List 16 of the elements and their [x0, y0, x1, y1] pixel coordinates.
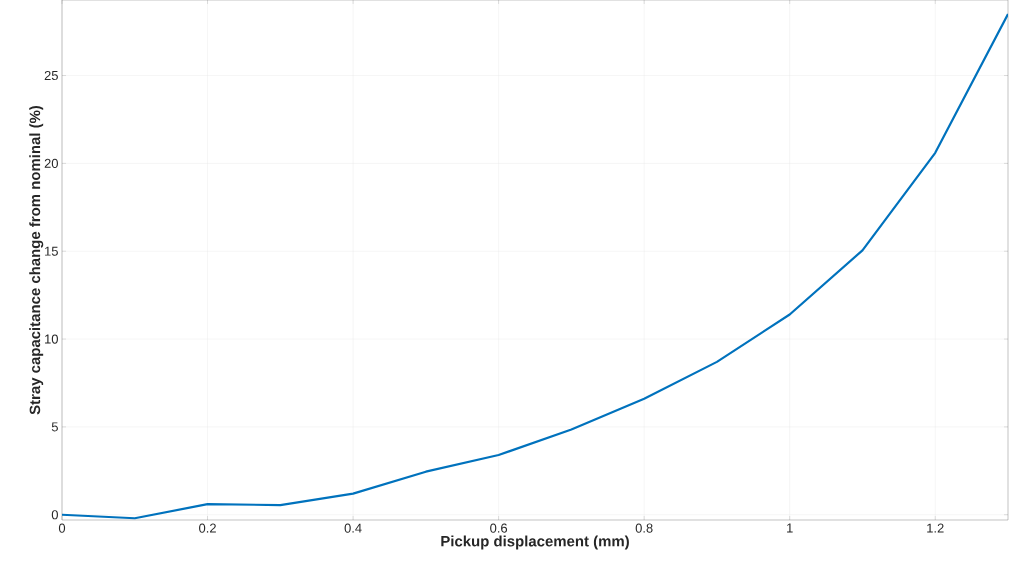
x-tick-label: 0.2: [199, 523, 216, 533]
x-tick-label: 1: [787, 523, 793, 533]
y-axis-title: Stray capacitance change from nominal (%): [29, 105, 44, 415]
y-tick-label: 10: [45, 334, 58, 344]
x-tick-label: 0.4: [344, 523, 362, 533]
x-tick-label: 0.6: [490, 523, 508, 533]
x-tick-label: 0: [58, 523, 66, 533]
y-tick-label: 15: [45, 246, 58, 256]
y-tick-label: 25: [44, 70, 58, 81]
x-tick-label: 1.2: [927, 523, 944, 533]
x-axis-title: Pickup displacement (mm): [441, 535, 629, 550]
y-tick-label: 20: [44, 158, 58, 168]
y-tick-label: 5: [51, 422, 58, 432]
x-tick-label: 0.8: [635, 523, 653, 533]
line-series: [62, 12, 1009, 520]
y-tick-label: 0: [51, 510, 58, 520]
